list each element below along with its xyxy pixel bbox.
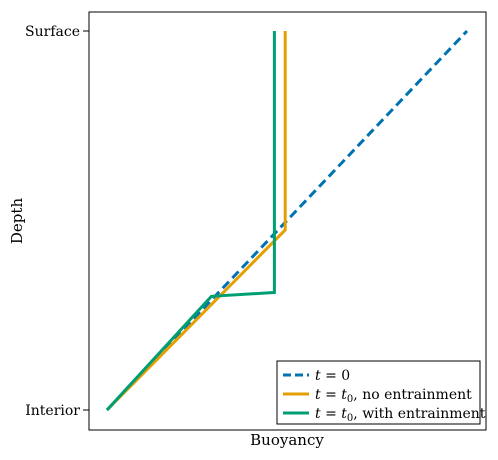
plot-frame [88,11,487,431]
legend-label-3: t = t0, with entrainment [315,406,486,424]
x-axis-label: Buoyancy [250,431,324,449]
series-line-3 [105,31,276,412]
series-line-2 [105,31,287,412]
legend-box [276,360,481,425]
legend-label-1: t = 0 [315,368,350,384]
legend-label-2: t = t0, no entrainment [315,387,472,405]
y-tick-label-surface: Surface [25,24,80,40]
plot-area [105,29,469,412]
y-axis-label: Depth [8,198,26,245]
y-tick-label-interior: Interior [25,403,80,419]
